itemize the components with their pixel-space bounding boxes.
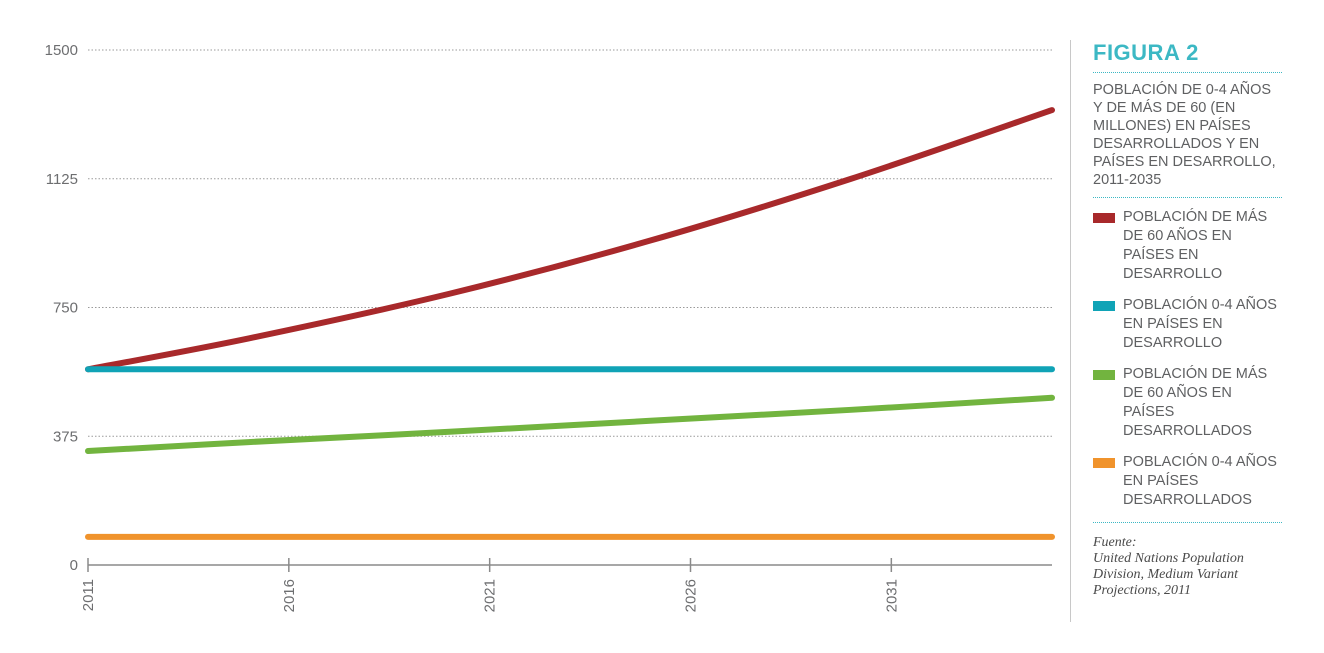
- figure-title: FIGURA 2: [1093, 40, 1199, 65]
- legend-swatch: [1093, 213, 1115, 223]
- y-tick-label: 0: [70, 557, 78, 574]
- line-chart: 0 375 750 1125 1500 2011 2016 2021 2026 2031: [45, 42, 1055, 612]
- figure-subtitle: POBLACIÓN DE 0-4 AÑOS Y DE MÁS DE 60 (EN…: [1093, 82, 1276, 188]
- legend-label: POBLACIÓN DE MÁS DE 60 AÑOS EN PAÍSES DE…: [1123, 366, 1268, 439]
- series-line: [85, 394, 1055, 455]
- y-tick-label: 375: [53, 428, 78, 445]
- x-tick-label: 2016: [281, 579, 298, 612]
- grid-lines: [88, 49, 1052, 437]
- legend-swatch: [1093, 458, 1115, 468]
- divider: [1093, 197, 1282, 198]
- axes: 0 375 750 1125 1500 2011 2016 2021 2026 2031: [45, 42, 1052, 612]
- series-line: [85, 107, 1055, 373]
- divider: [1093, 522, 1282, 523]
- x-tick-label: 2011: [80, 579, 97, 611]
- source-text: United Nations Population Division, Medi…: [1093, 551, 1244, 598]
- divider: [1093, 72, 1282, 73]
- legend-panel: FIGURA 2 POBLACIÓN DE 0-4 AÑOS Y DE MÁS …: [1070, 40, 1282, 622]
- legend-swatch: [1093, 301, 1115, 311]
- series-lines: [85, 107, 1055, 540]
- x-tick-label: 2031: [883, 579, 900, 612]
- legend: POBLACIÓN DE MÁS DE 60 AÑOS EN PAÍSES EN…: [1093, 198, 1282, 510]
- legend-label: POBLACIÓN 0-4 AÑOS EN PAÍSES DESARROLLAD…: [1123, 454, 1277, 508]
- y-tick-label: 1125: [46, 171, 78, 188]
- x-tick-label: 2021: [482, 579, 499, 612]
- source-note: Fuente: United Nations Population Divisi…: [1093, 523, 1282, 599]
- y-tick-label: 750: [53, 300, 78, 317]
- legend-item: POBLACIÓN DE MÁS DE 60 AÑOS EN PAÍSES DE…: [1093, 365, 1282, 441]
- legend-item: POBLACIÓN 0-4 AÑOS EN PAÍSES DESARROLLAD…: [1093, 453, 1282, 510]
- y-tick-label: 1500: [45, 42, 78, 59]
- legend-item: POBLACIÓN DE MÁS DE 60 AÑOS EN PAÍSES EN…: [1093, 208, 1282, 284]
- legend-item: POBLACIÓN 0-4 AÑOS EN PAÍSES EN DESARROL…: [1093, 296, 1282, 353]
- legend-label: POBLACIÓN 0-4 AÑOS EN PAÍSES EN DESARROL…: [1123, 297, 1277, 351]
- source-label: Fuente:: [1093, 535, 1137, 550]
- legend-label: POBLACIÓN DE MÁS DE 60 AÑOS EN PAÍSES EN…: [1123, 209, 1268, 282]
- legend-swatch: [1093, 370, 1115, 380]
- x-tick-label: 2026: [683, 579, 700, 612]
